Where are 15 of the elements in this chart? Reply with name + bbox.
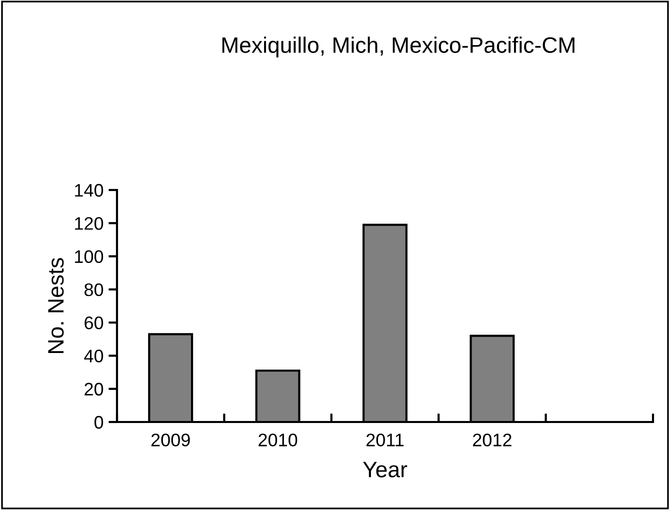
x-tick-label: 2010 bbox=[258, 434, 298, 446]
x-axis-title: Year bbox=[363, 462, 408, 478]
y-tick-label: 80 bbox=[84, 283, 104, 296]
y-tick-label: 120 bbox=[75, 217, 104, 230]
y-tick-label: 20 bbox=[84, 382, 104, 396]
y-tick-label: 40 bbox=[84, 350, 104, 362]
y-tick-label: 140 bbox=[75, 184, 104, 197]
y-tick-label: 60 bbox=[84, 316, 104, 330]
chart-title: Mexiquillo, Mich, Mexico-Pacific-CM bbox=[222, 36, 574, 58]
x-tick-label: 2012 bbox=[473, 434, 512, 446]
x-tick-label: 2009 bbox=[151, 434, 190, 446]
y-axis-title: No. Nests bbox=[48, 258, 64, 353]
x-tick-label: 2011 bbox=[366, 434, 404, 446]
y-tick-label: 0 bbox=[94, 416, 104, 429]
y-tick-label: 100 bbox=[75, 250, 104, 264]
